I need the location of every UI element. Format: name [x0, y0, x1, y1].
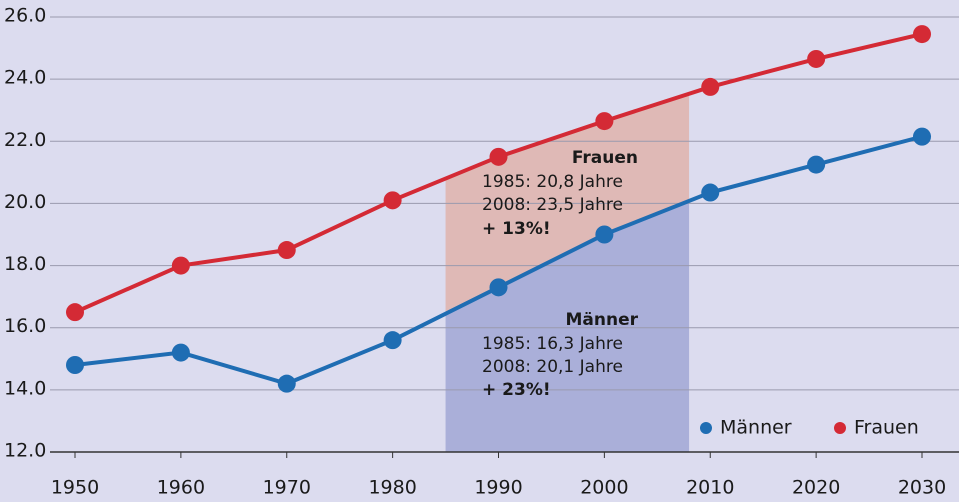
legend-marker: [834, 422, 846, 434]
x-tick-label: 2000: [580, 477, 628, 499]
data-point: [701, 77, 720, 96]
annotation-line: 1985: 16,3 Jahre: [482, 334, 623, 354]
y-tick-label: 14.0: [4, 377, 46, 399]
x-tick-label: 1960: [157, 477, 205, 499]
legend-marker: [700, 422, 712, 434]
data-point: [277, 241, 296, 260]
highlight-band: [445, 200, 690, 452]
x-tick-label: 1950: [51, 477, 99, 499]
data-point: [489, 147, 508, 166]
data-point: [489, 278, 508, 297]
data-point: [807, 155, 826, 174]
data-point: [913, 25, 931, 44]
annotation-change: + 23%!: [482, 380, 551, 400]
data-point: [171, 256, 190, 275]
annotation-line: 2008: 23,5 Jahre: [482, 195, 623, 215]
annotation-change: + 13%!: [482, 219, 551, 239]
data-point: [383, 331, 402, 350]
data-point: [66, 303, 84, 322]
data-point: [701, 183, 720, 202]
x-tick-label: 2010: [686, 477, 734, 499]
data-point: [807, 49, 826, 68]
x-tick-label: 2030: [898, 477, 946, 499]
annotation-line: 2008: 20,1 Jahre: [482, 357, 623, 377]
annotation-title: Frauen: [572, 148, 638, 168]
y-tick-label: 20.0: [4, 191, 46, 213]
annotation-line: 1985: 20,8 Jahre: [482, 172, 623, 192]
x-tick-label: 1990: [474, 477, 522, 499]
y-tick-label: 22.0: [4, 129, 46, 151]
data-point: [171, 343, 190, 362]
annotation-title: Männer: [565, 310, 638, 330]
y-tick-label: 18.0: [4, 253, 46, 275]
x-tick-label: 2020: [792, 477, 840, 499]
x-tick-label: 1980: [368, 477, 416, 499]
y-tick-label: 24.0: [4, 67, 46, 89]
y-tick-label: 12.0: [4, 440, 46, 462]
data-point: [913, 127, 931, 146]
data-point: [595, 112, 614, 131]
y-tick-label: 16.0: [4, 315, 46, 337]
data-point: [66, 356, 84, 374]
data-point: [277, 374, 296, 393]
legend-label: Männer: [720, 417, 792, 439]
legend-label: Frauen: [854, 417, 919, 439]
y-tick-label: 26.0: [4, 5, 46, 27]
data-point: [595, 225, 614, 244]
data-point: [383, 191, 402, 210]
x-tick-label: 1970: [263, 477, 311, 499]
